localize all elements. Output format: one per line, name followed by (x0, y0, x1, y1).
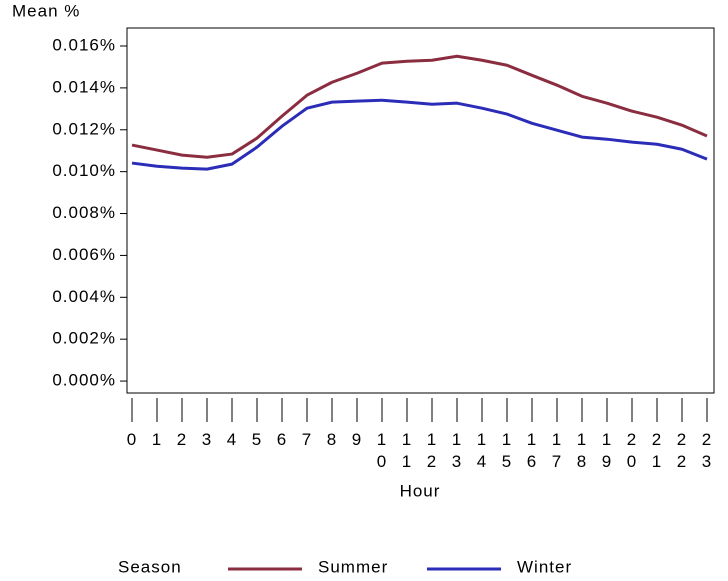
x-tick-label: 2 (177, 430, 187, 449)
x-tick-label: 4 (227, 430, 237, 449)
y-tick-label: 0.002% (52, 329, 116, 348)
x-tick-label: 1 (152, 430, 162, 449)
y-tick-label: 0.004% (52, 287, 116, 306)
x-tick-label: 3 (202, 430, 212, 449)
y-tick-label: 0.000% (52, 371, 116, 390)
x-tick-label: 0 (127, 430, 137, 449)
y-tick-label: 0.014% (52, 77, 116, 96)
legend-title: Season (118, 557, 182, 576)
x-tick-label: 5 (252, 430, 262, 449)
legend-label: Winter (517, 557, 572, 576)
x-tick-label: 9 (352, 430, 362, 449)
legend-label: Summer (318, 557, 388, 576)
line-series (131, 54, 708, 159)
y-tick-label: 0.016% (52, 35, 116, 54)
x-tick-label: 6 (277, 430, 287, 449)
y-tick-label: 0.008% (52, 203, 116, 222)
x-axis-label: Hour (400, 481, 441, 500)
plot-frame (126, 27, 715, 394)
y-tick-label: 0.006% (52, 245, 116, 264)
x-tick-label: 7 (302, 430, 312, 449)
y-tick-label: 0.010% (52, 161, 116, 180)
y-tick-label: 0.012% (52, 119, 116, 138)
line-series (131, 98, 708, 171)
x-tick-label: 8 (327, 430, 337, 449)
y-axis-label: Mean % (12, 1, 80, 20)
